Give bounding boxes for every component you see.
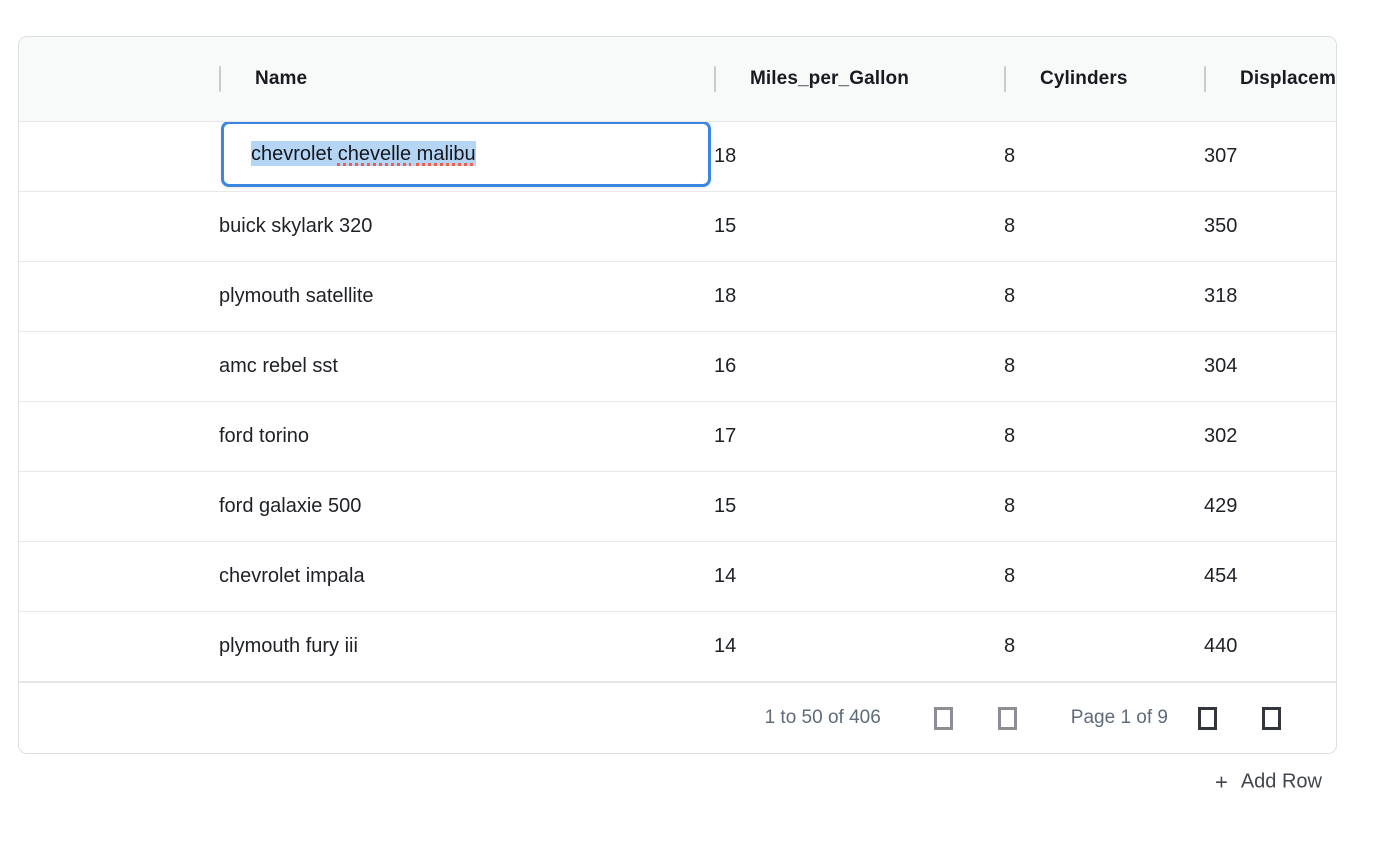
table-row[interactable]: plymouth fury iii 14 8 440 xyxy=(19,611,1336,682)
column-resize-handle-displacement[interactable] xyxy=(1204,66,1206,92)
pagination-page-text: Page 1 of 9 xyxy=(1070,707,1168,728)
cell-mpg[interactable]: 16 xyxy=(714,331,1004,402)
cell-name[interactable]: amc rebel sst xyxy=(219,331,714,402)
cell-name[interactable]: ford torino xyxy=(219,401,714,472)
row-select-cell[interactable] xyxy=(19,261,219,332)
column-resize-handle-miles-per-gallon[interactable] xyxy=(714,66,716,92)
cell-name[interactable]: plymouth satellite xyxy=(219,261,714,332)
cell-cylinders[interactable]: 8 xyxy=(1004,261,1204,332)
cell-name[interactable]: plymouth fury iii xyxy=(219,611,714,682)
previous-page-icon xyxy=(998,706,1018,730)
cell-cylinders[interactable]: 8 xyxy=(1004,611,1204,682)
next-page-icon xyxy=(1197,706,1217,730)
last-page-icon xyxy=(1261,706,1281,730)
table-row[interactable]: ford torino 17 8 302 xyxy=(19,401,1336,472)
table-row[interactable]: chevrolet chevelle malibu 18 8 307 xyxy=(19,121,1336,192)
cell-displacement[interactable]: 454 xyxy=(1204,541,1336,612)
row-select-cell[interactable] xyxy=(19,401,219,472)
row-select-cell[interactable] xyxy=(19,121,219,192)
grid-viewport[interactable]: Name Miles_per_Gallon xyxy=(19,37,1336,753)
column-resize-handle-cylinders[interactable] xyxy=(1004,66,1006,92)
cell-name[interactable]: chevrolet chevelle malibu xyxy=(219,121,714,192)
table-row[interactable]: ford galaxie 500 15 8 429 xyxy=(19,471,1336,542)
cell-displacement[interactable]: 350 xyxy=(1204,191,1336,262)
column-header-cylinders[interactable]: Cylinders xyxy=(1004,37,1204,122)
cell-mpg[interactable]: 17 xyxy=(714,401,1004,472)
cell-displacement[interactable]: 318 xyxy=(1204,261,1336,332)
pagination-bar: 1 to 50 of 406 Page 1 of 9 xyxy=(19,682,1336,753)
add-row-label: Add Row xyxy=(1240,770,1322,793)
last-page-button[interactable] xyxy=(1258,705,1284,731)
cell-cylinders[interactable]: 8 xyxy=(1004,541,1204,612)
column-header-name-label: Name xyxy=(255,68,308,89)
previous-page-button[interactable] xyxy=(995,705,1021,731)
cell-mpg[interactable]: 14 xyxy=(714,541,1004,612)
column-header-select[interactable] xyxy=(19,37,219,122)
table-row[interactable]: plymouth satellite 18 8 318 xyxy=(19,261,1336,332)
cell-name[interactable]: ford galaxie 500 xyxy=(219,471,714,542)
table-row[interactable]: buick skylark 320 15 8 350 xyxy=(19,191,1336,262)
column-header-cylinders-label: Cylinders xyxy=(1040,68,1128,89)
cell-mpg[interactable]: 15 xyxy=(714,471,1004,542)
cell-mpg[interactable]: 15 xyxy=(714,191,1004,262)
row-select-cell[interactable] xyxy=(19,471,219,542)
row-select-cell[interactable] xyxy=(19,541,219,612)
editor-word-2: chevelle xyxy=(337,142,412,165)
header-row: Name Miles_per_Gallon xyxy=(19,37,1336,122)
row-select-cell[interactable] xyxy=(19,331,219,402)
cell-name[interactable]: buick skylark 320 xyxy=(219,191,714,262)
column-header-miles-per-gallon-label: Miles_per_Gallon xyxy=(750,68,909,89)
pagination-range-text: 1 to 50 of 406 xyxy=(764,707,881,728)
column-header-displacement[interactable]: Displacement xyxy=(1204,37,1336,122)
first-page-button[interactable] xyxy=(931,705,957,731)
cell-displacement[interactable]: 304 xyxy=(1204,331,1336,402)
grid-header: Name Miles_per_Gallon xyxy=(19,37,1336,122)
cell-mpg[interactable]: 14 xyxy=(714,611,1004,682)
row-select-cell[interactable] xyxy=(19,191,219,262)
cell-displacement[interactable]: 429 xyxy=(1204,471,1336,542)
data-grid-card: Name Miles_per_Gallon xyxy=(18,36,1337,754)
cell-displacement[interactable]: 302 xyxy=(1204,401,1336,472)
grid-body: chevrolet chevelle malibu 18 8 307 buick… xyxy=(19,121,1336,682)
add-row-button[interactable]: + Add Row xyxy=(1209,767,1328,798)
editor-word-4: malibu xyxy=(416,142,476,165)
plus-icon: + xyxy=(1214,769,1228,794)
cell-name[interactable]: chevrolet impala xyxy=(219,541,714,612)
table-row[interactable]: amc rebel sst 16 8 304 xyxy=(19,331,1336,402)
column-header-displacement-label: Displacement xyxy=(1240,68,1336,89)
editor-word-1: chevrolet xyxy=(251,142,338,165)
cell-displacement[interactable]: 440 xyxy=(1204,611,1336,682)
cell-displacement[interactable]: 307 xyxy=(1204,121,1336,192)
next-page-button[interactable] xyxy=(1194,705,1220,731)
cell-cylinders[interactable]: 8 xyxy=(1004,121,1204,192)
column-header-name[interactable]: Name xyxy=(219,37,714,122)
cell-cylinders[interactable]: 8 xyxy=(1004,331,1204,402)
cell-editor-name[interactable]: chevrolet chevelle malibu xyxy=(221,121,711,187)
table-row[interactable]: chevrolet impala 14 8 454 xyxy=(19,541,1336,612)
column-resize-handle-name[interactable] xyxy=(219,66,221,92)
data-grid-table: Name Miles_per_Gallon xyxy=(19,37,1336,682)
cell-cylinders[interactable]: 8 xyxy=(1004,191,1204,262)
column-header-miles-per-gallon[interactable]: Miles_per_Gallon xyxy=(714,37,1004,122)
row-select-cell[interactable] xyxy=(19,611,219,682)
cell-cylinders[interactable]: 8 xyxy=(1004,401,1204,472)
cell-cylinders[interactable]: 8 xyxy=(1004,471,1204,542)
cell-mpg[interactable]: 18 xyxy=(714,261,1004,332)
first-page-icon xyxy=(934,706,954,730)
cell-mpg[interactable]: 18 xyxy=(714,121,1004,192)
cell-editor-text: chevrolet chevelle malibu xyxy=(224,140,476,166)
